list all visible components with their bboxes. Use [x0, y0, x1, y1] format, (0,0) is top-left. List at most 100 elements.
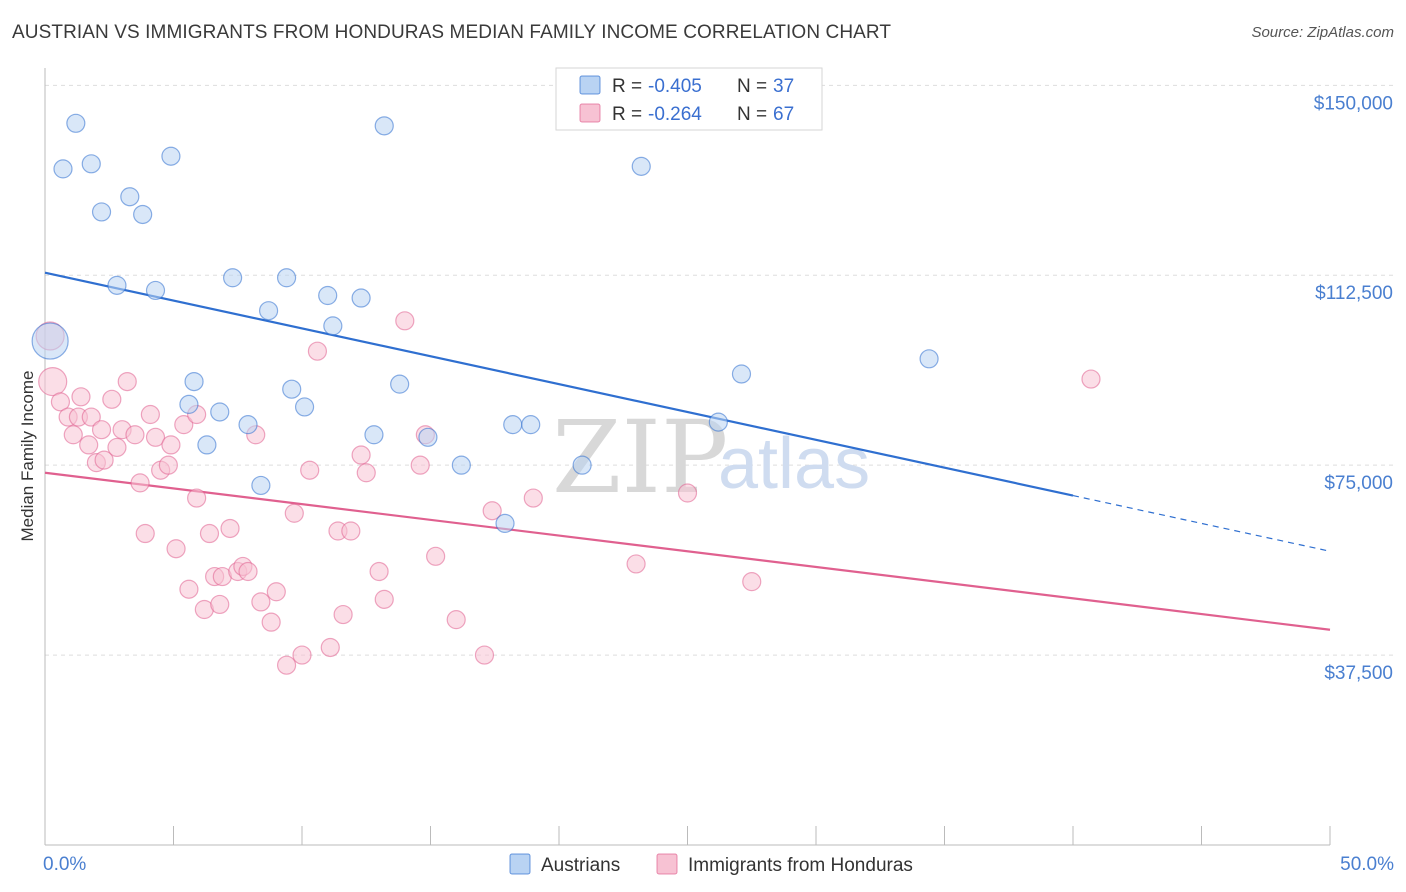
bottom-legend-swatch-austrians — [509, 853, 531, 875]
point-honduras-64 — [677, 483, 698, 503]
point-austrians-19 — [282, 379, 302, 399]
trend-line-austrians — [44, 271, 1074, 497]
y-tick-label-1: $75,000 — [1324, 473, 1393, 494]
legend-swatch-honduras — [579, 103, 601, 123]
point-honduras-1 — [38, 366, 68, 397]
point-austrians-1 — [66, 113, 86, 133]
point-austrians-22 — [179, 394, 199, 414]
point-honduras-19 — [140, 404, 160, 425]
point-honduras-11 — [91, 420, 112, 440]
point-honduras-13 — [107, 437, 127, 458]
source-label: Source: ZipAtlas.com — [1251, 24, 1394, 41]
point-austrians-9 — [145, 280, 166, 301]
point-honduras-4 — [63, 425, 83, 445]
point-austrians-23 — [210, 402, 230, 422]
point-honduras-39 — [251, 592, 271, 612]
point-honduras-27 — [187, 488, 207, 508]
point-austrians-26 — [364, 425, 384, 445]
point-austrians-32 — [572, 455, 592, 475]
point-austrians-13 — [318, 285, 338, 306]
point-honduras-24 — [166, 539, 186, 559]
y-axis-label: Median Family Income — [18, 370, 37, 541]
point-austrians-18 — [184, 371, 204, 392]
point-austrians-21 — [390, 374, 410, 394]
y-tick-labels: $37,500 $75,000 $112,500 $150,000 — [1314, 93, 1393, 684]
point-austrians-0 — [31, 322, 69, 360]
point-honduras-45 — [300, 460, 320, 480]
point-honduras-17 — [130, 473, 150, 493]
bottom-legend-swatch-honduras — [656, 853, 678, 875]
point-honduras-58 — [426, 546, 446, 566]
x-tick-label-1: 50.0% — [1340, 854, 1394, 875]
bottom-legend-label-honduras: Immigrants from Honduras — [688, 855, 913, 876]
point-austrians-17 — [631, 156, 651, 176]
legend-n-value-honduras: 67 — [773, 104, 794, 125]
point-honduras-10 — [94, 450, 114, 470]
point-honduras-55 — [395, 311, 415, 331]
point-austrians-16 — [374, 116, 394, 136]
point-austrians-4 — [91, 202, 112, 222]
point-austrians-36 — [708, 412, 728, 432]
legend-r-value-honduras: -0.264 — [648, 104, 702, 125]
point-honduras-8 — [79, 435, 99, 455]
point-honduras-34 — [220, 518, 240, 539]
legend-r-label-honduras: R = — [612, 104, 642, 125]
point-austrians-30 — [503, 415, 523, 435]
point-austrians-8 — [107, 275, 127, 295]
point-honduras-51 — [351, 445, 371, 465]
point-austrians-5 — [120, 187, 140, 207]
point-honduras-32 — [210, 594, 230, 615]
point-honduras-46 — [307, 341, 328, 361]
bottom-legend-label-austrians: Austrians — [541, 855, 620, 876]
point-honduras-66 — [1081, 369, 1101, 389]
x-tick-label-0: 0.0% — [43, 854, 86, 875]
point-austrians-12 — [258, 301, 279, 321]
point-honduras-12 — [102, 389, 122, 409]
point-honduras-47 — [320, 637, 340, 658]
data-points — [31, 113, 1101, 675]
point-austrians-27 — [418, 427, 438, 447]
point-honduras-62 — [523, 488, 543, 508]
point-honduras-52 — [356, 463, 376, 483]
point-austrians-14 — [351, 288, 371, 308]
point-honduras-26 — [179, 579, 199, 599]
point-honduras-56 — [410, 455, 430, 475]
point-honduras-40 — [261, 612, 281, 632]
point-honduras-16 — [125, 425, 145, 445]
point-honduras-44 — [292, 645, 312, 665]
point-austrians-20 — [294, 397, 315, 417]
point-honduras-54 — [374, 589, 394, 609]
watermark-atlas: atlas — [718, 424, 870, 504]
point-honduras-37 — [238, 561, 258, 582]
point-honduras-65 — [742, 572, 762, 592]
axes — [44, 68, 1331, 846]
point-austrians-24 — [238, 415, 258, 435]
trend-lines — [44, 271, 1331, 631]
legend-r-label-austrians: R = — [612, 76, 642, 97]
point-honduras-43 — [284, 503, 304, 523]
point-honduras-42 — [276, 655, 297, 675]
point-austrians-31 — [521, 415, 541, 435]
point-honduras-2 — [50, 392, 71, 412]
point-honduras-20 — [145, 427, 166, 447]
point-austrians-10 — [223, 268, 243, 288]
x-tick-labels: 0.0% 50.0% — [43, 854, 1394, 875]
point-honduras-41 — [266, 582, 286, 602]
legend-n-label-honduras: N = — [737, 104, 767, 125]
bottom-legend: Austrians Immigrants from Honduras — [509, 853, 913, 876]
point-honduras-59 — [446, 610, 466, 630]
chart-title: AUSTRIAN VS IMMIGRANTS FROM HONDURAS MED… — [12, 22, 892, 43]
legend-box: R = -0.405 N = 37 R = -0.264 N = 67 — [555, 67, 823, 131]
legend-swatch-austrians — [579, 75, 601, 95]
y-tick-label-3: $150,000 — [1314, 93, 1393, 114]
legend-n-value-austrians: 37 — [773, 76, 794, 97]
point-honduras-18 — [135, 523, 155, 544]
point-austrians-2 — [53, 159, 73, 179]
point-honduras-15 — [117, 371, 137, 392]
point-honduras-63 — [626, 554, 646, 574]
point-honduras-7 — [81, 407, 101, 427]
point-austrians-15 — [323, 316, 343, 336]
point-honduras-30 — [199, 523, 220, 544]
legend-n-label-austrians: N = — [737, 76, 767, 97]
point-austrians-3 — [81, 154, 101, 174]
